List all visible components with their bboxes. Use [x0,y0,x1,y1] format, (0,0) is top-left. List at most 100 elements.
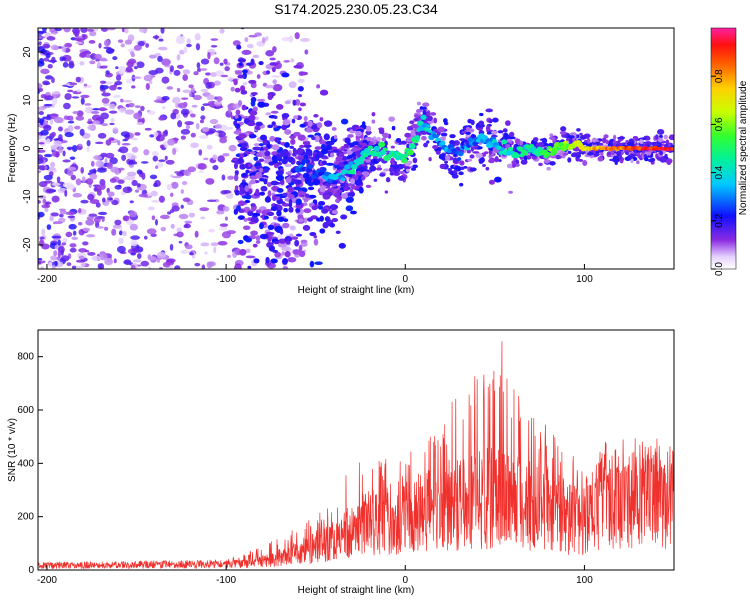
spectrogram-noise-blob [53,250,58,257]
spectrogram-noise-blob [287,256,297,263]
spectrogram-noise-blob [146,228,157,235]
spectrogram-noise-blob [43,103,53,107]
spectrogram-transition-blob [292,152,297,157]
spectrogram-noise-blob [141,117,145,124]
spectrogram-noise-blob [210,72,217,78]
spectrogram-noise-blob [170,192,174,197]
spectrogram-noise-blob [172,147,177,156]
spectrogram-noise-blob [131,179,138,187]
spectrogram-noise-blob [127,154,137,160]
spectrogram-transition-blob [248,221,256,225]
spectrogram-noise-blob [173,69,181,76]
spectrogram-noise-blob [55,151,60,158]
spectrogram-halo-blob [369,137,375,142]
spectrogram-noise-blob [170,181,179,189]
spectrogram-transition-blob [245,282,253,289]
spectrogram-transition-blob [234,189,240,196]
spectrogram-noise-blob [89,169,97,174]
spectrogram-noise-blob [294,32,300,40]
spectrogram-noise-blob [210,242,219,247]
spectrogram-transition-blob [242,69,248,74]
spectrogram-noise-blob [300,242,308,247]
spectrogram-noise-blob [178,240,183,244]
spectrogram-transition-blob [311,156,317,162]
spectrogram-noise-blob [114,81,123,86]
spectrogram-noise-blob [42,116,47,120]
spectrogram-transition-blob [326,141,335,146]
spectrogram-noise-blob [99,107,107,112]
spectrogram-noise-blob [166,258,176,263]
spectrogram-noise-blob [126,78,133,84]
spectrogram-halo-blob [576,128,581,132]
spectrogram-transition-blob [267,94,273,101]
spectrogram-noise-blob [149,134,155,138]
spectrogram-noise-blob [250,230,258,236]
spectrogram-transition-blob [329,222,336,228]
spectrogram-noise-blob [64,131,74,138]
spectrogram-noise-blob [284,129,292,135]
spectrogram-halo-blob [549,133,554,138]
spectrogram-transition-blob [315,217,322,222]
spectrogram-noise-blob [203,157,209,161]
spectrogram-noise-blob [38,260,42,265]
spectrogram-halo-blob [428,156,432,162]
spectrogram-transition-blob [237,100,243,107]
spectrogram-noise-blob [41,228,46,236]
spectrogram-ridge-mark [341,169,348,175]
spectrogram-ridge-mark [359,155,366,161]
spectrogram-transition-blob [246,62,253,66]
spectrogram-noise-blob [180,189,184,194]
spectrogram-noise-blob [98,42,102,49]
spectrogram-halo-blob [559,131,567,135]
spectrogram-noise-blob [179,49,185,55]
spectrogram-halo-blob [340,145,345,152]
spectrogram-halo-blob [479,112,484,117]
spectrogram-transition-blob [275,174,285,182]
spectrogram-noise-blob [176,54,181,61]
spectrogram-noise-blob [100,85,109,90]
snr-series-line [38,341,674,570]
spectrogram-halo-blob [369,165,377,172]
spectrogram-transition-blob [263,215,269,220]
spectrogram-transition-blob [265,231,275,236]
spectrogram-noise-blob [79,128,85,136]
snr-ytick-label: 800 [17,352,34,363]
spectrogram-noise-blob [51,182,61,187]
spectrogram-transition-blob [297,86,304,92]
spectrogram-transition-blob [343,186,350,192]
spectrogram-noise-blob [39,239,45,247]
spectrogram-transition-blob [282,154,288,160]
spectrogram-halo-blob [413,117,420,122]
spectrogram-noise-blob [85,219,95,226]
spectrogram-halo-blob [352,174,359,180]
spectrogram-transition-blob [274,84,279,91]
spectrogram-ridge-mark [507,146,514,152]
spectrogram-transition-blob [347,134,354,138]
spectrogram-halo-blob [575,152,581,157]
spectrogram-halo-blob [598,142,604,146]
spectrogram-noise-blob [304,217,308,224]
spectrogram-noise-blob [118,167,125,171]
spectrogram-halo-blob [379,173,386,177]
spectrogram-transition-blob [319,117,324,122]
spectrogram-noise-blob [38,257,43,261]
spectrogram-halo-blob [469,167,477,172]
spectrogram-noise-blob [44,75,53,80]
spectrogram-noise-blob [298,244,303,252]
spectrogram-noise-blob [141,161,149,164]
spectrogram-transition-blob [340,214,348,220]
spectrogram-noise-blob [215,123,223,129]
spectrogram-noise-blob [156,251,166,259]
spectrogram-transition-blob [265,70,271,75]
spectrogram-transition-blob [276,187,284,193]
spectrogram-noise-blob [50,144,58,151]
spectrogram-noise-blob [178,213,189,220]
spectrogram-noise-blob [224,216,228,221]
snr-xtick-label: -100 [216,575,236,586]
spectrogram-transition-blob [307,186,315,191]
spectrogram-halo-blob [373,178,378,182]
spectrogram-noise-blob [212,164,219,171]
spectrogram-noise-blob [131,85,136,89]
spectrogram-noise-blob [190,113,196,118]
spectrogram-noise-blob [79,51,87,57]
